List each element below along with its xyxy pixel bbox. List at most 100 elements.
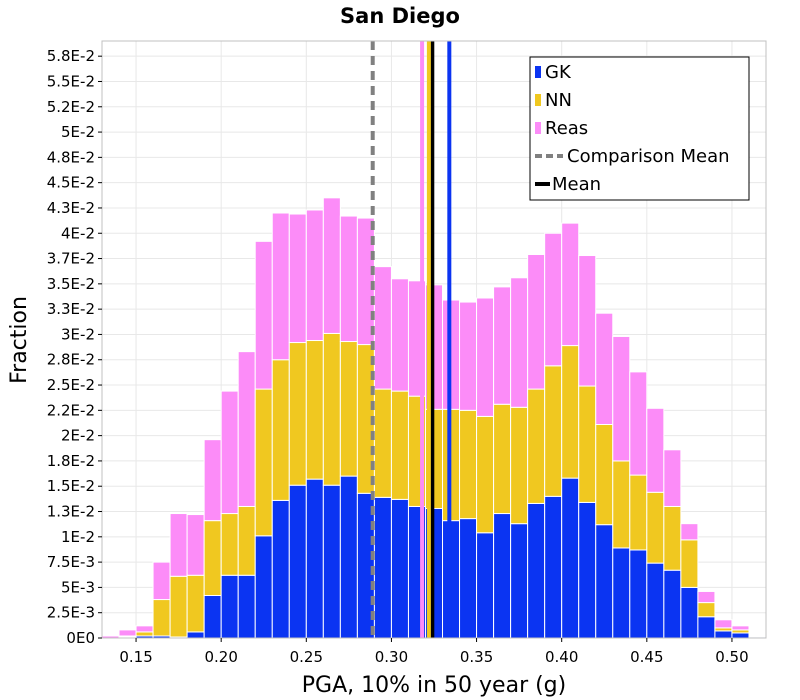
legend-label: NN (545, 90, 572, 111)
bar-nn (254, 388, 273, 537)
y-ticks: 0E0 2.5E-3 5E-3 7.5E-3 1E-2 1.3E-2 1.5E-2 1.8E-… (47, 47, 102, 647)
legend-label: GK (545, 62, 572, 83)
bar-reas (578, 255, 597, 387)
bar-nn (663, 505, 682, 571)
y-tick-label: 3.5E-2 (47, 275, 95, 293)
bar-gk (203, 595, 222, 639)
bar-nn (390, 390, 409, 500)
bar-nn (169, 575, 188, 638)
y-tick-label: 7.5E-3 (47, 553, 95, 571)
bar-nn (595, 423, 614, 526)
legend-swatch (535, 122, 541, 134)
bar-reas (322, 197, 341, 334)
bar-nn (680, 539, 699, 588)
bar-gk (390, 498, 409, 639)
bar-gk (612, 547, 631, 639)
x-tick-label: 0.20 (204, 648, 237, 666)
x-tick-label: 0.15 (119, 648, 152, 666)
bar-nn (305, 340, 324, 480)
y-tick-label: 1.8E-2 (47, 452, 95, 470)
bar-gk (561, 477, 580, 639)
bar-reas (271, 212, 290, 361)
y-tick-label: 3.3E-2 (47, 300, 95, 318)
bar-gk (254, 535, 273, 639)
x-tick-label: 0.30 (375, 648, 408, 666)
bar-gk (373, 496, 392, 639)
bar-reas (493, 286, 512, 405)
bar-nn (237, 505, 256, 576)
y-tick-label: 1.3E-2 (47, 503, 95, 521)
x-tick-label: 0.35 (460, 648, 493, 666)
bar-gk (663, 569, 682, 639)
bar-reas (169, 513, 188, 577)
bar-reas (612, 335, 631, 462)
x-tick-label: 0.40 (545, 648, 578, 666)
bar-reas (373, 266, 392, 390)
y-tick-label: 5.8E-2 (47, 47, 95, 65)
bar-reas (237, 351, 256, 507)
bar-gk (493, 513, 512, 639)
bar-gk (271, 499, 290, 639)
bar-gk (186, 631, 205, 639)
bar-reas (152, 561, 171, 601)
chart-title: San Diego (340, 4, 460, 28)
bar-reas (118, 629, 137, 637)
y-tick-label: 4.8E-2 (47, 148, 95, 166)
bar-gk (476, 532, 495, 639)
x-tick-label: 0.45 (630, 648, 663, 666)
bar-gk (459, 518, 478, 639)
mean-lines (370, 41, 452, 638)
bar-gk (339, 475, 358, 639)
y-tick-label: 3E-2 (61, 325, 95, 343)
legend-swatch (535, 66, 541, 78)
x-axis-label: PGA, 10% in 50 year (g) (302, 673, 566, 698)
bar-gk (731, 632, 750, 639)
legend-label: Mean (552, 174, 601, 195)
bar-nn (476, 415, 495, 534)
y-tick-label: 2E-2 (61, 427, 95, 445)
bar-nn (203, 520, 222, 597)
bar-reas (527, 254, 546, 390)
bar-reas (510, 277, 529, 408)
bars (101, 197, 767, 639)
y-tick-label: 5E-3 (61, 578, 95, 596)
x-tick-label: 0.50 (715, 648, 748, 666)
bar-gk (220, 574, 239, 639)
x-tick-label: 0.25 (290, 648, 323, 666)
y-tick-label: 4.3E-2 (47, 199, 95, 217)
bar-gk (288, 484, 307, 639)
legend-swatch (535, 94, 541, 106)
y-tick-label: 0E0 (66, 629, 95, 647)
bar-nn (578, 385, 597, 503)
y-tick-label: 5.2E-2 (47, 98, 95, 116)
y-tick-label: 2.5E-3 (47, 604, 95, 622)
bar-gk (714, 630, 733, 639)
bar-reas (254, 240, 273, 390)
y-tick-label: 5E-2 (61, 123, 95, 141)
bar-nn (510, 406, 529, 525)
y-tick-label: 2.5E-2 (47, 376, 95, 394)
y-tick-label: 5.5E-2 (47, 72, 95, 90)
y-tick-label: 4.5E-2 (47, 174, 95, 192)
bar-reas (203, 439, 222, 522)
bar-gk (510, 523, 529, 639)
bar-nn (697, 602, 716, 618)
y-tick-label: 4E-2 (61, 224, 95, 242)
bar-nn (527, 388, 546, 504)
bar-reas (186, 514, 205, 576)
bar-reas (305, 209, 324, 342)
bar-gk (629, 549, 648, 639)
bar-gk (322, 484, 341, 639)
x-ticks: 0.15 0.20 0.25 0.30 0.35 0.40 0.45 0.50 (119, 638, 749, 666)
bar-nn (493, 403, 512, 515)
legend: GK NN Reas Comparison Mean Mean (529, 56, 750, 201)
bar-reas (390, 278, 409, 392)
bar-gk (680, 586, 699, 639)
plot-frame (101, 40, 767, 639)
bar-nn (561, 345, 580, 479)
bar-nn (339, 341, 358, 477)
y-tick-label: 3.7E-2 (47, 250, 95, 268)
bar-reas (339, 215, 358, 343)
bar-reas (680, 523, 699, 541)
